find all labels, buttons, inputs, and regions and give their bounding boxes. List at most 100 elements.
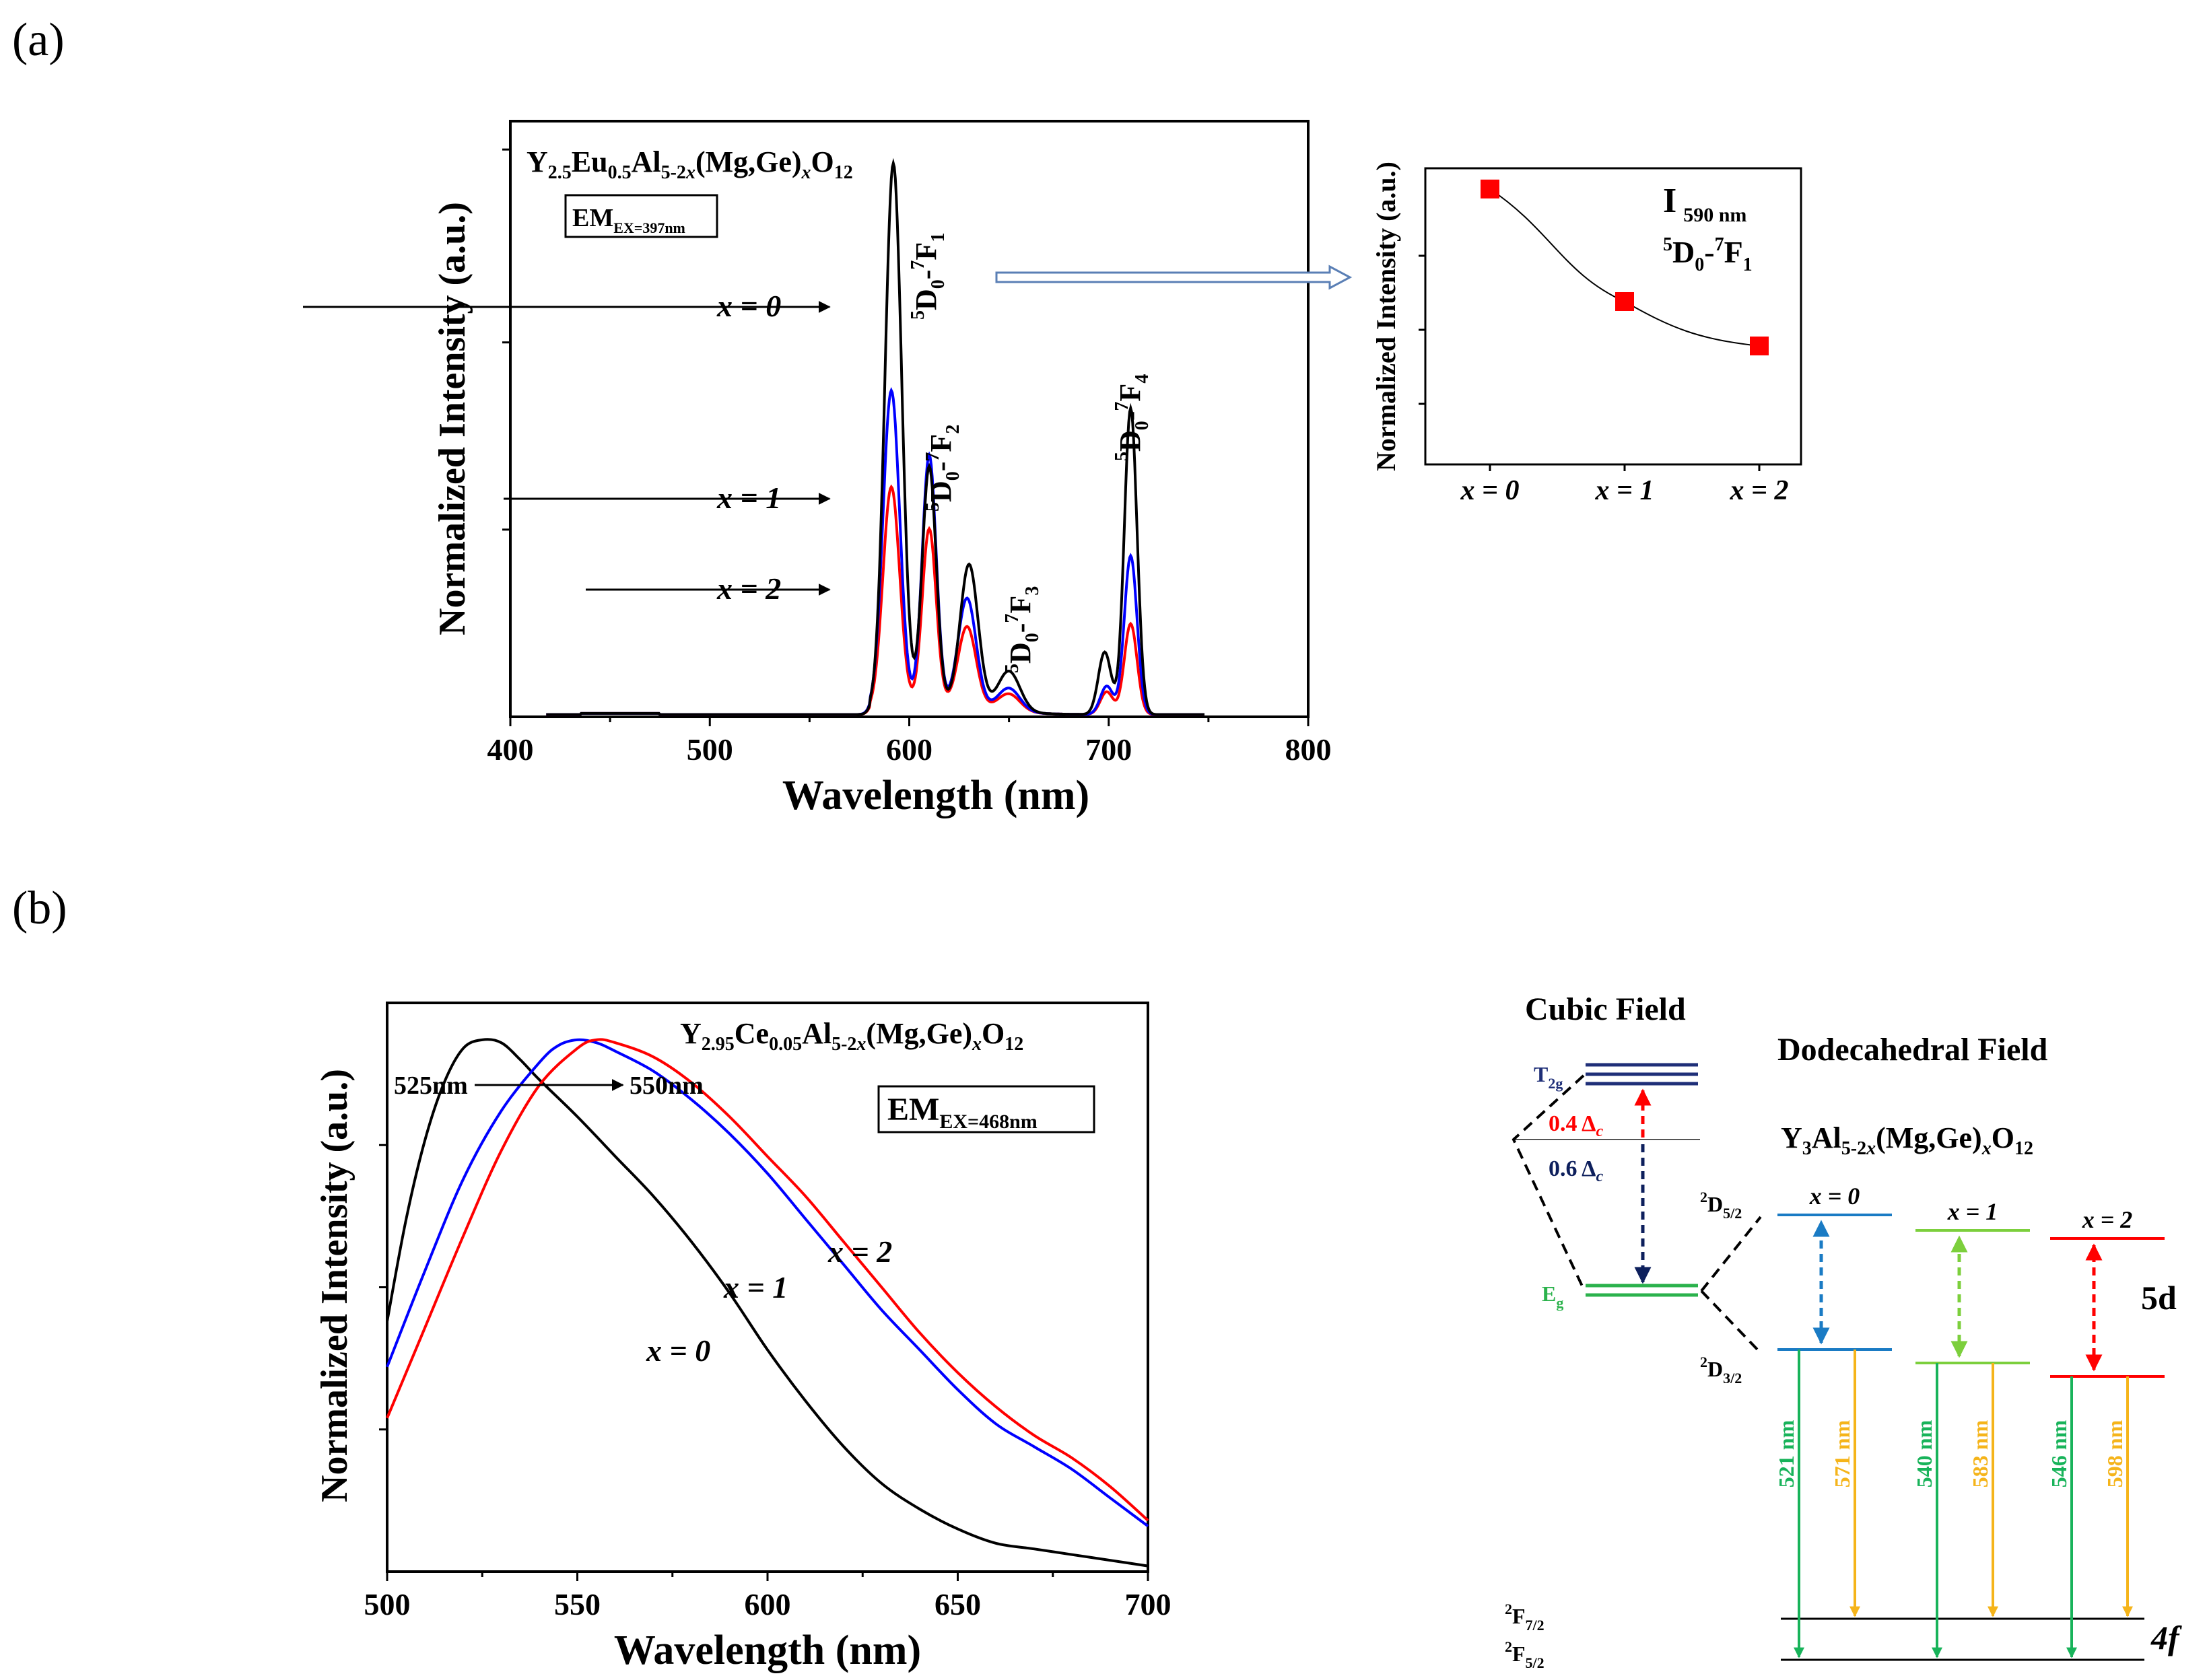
transition-part: 7 bbox=[1002, 614, 1023, 623]
d52-label: 2D5/2 bbox=[1700, 1189, 1742, 1222]
chart-b-xtick-label: 600 bbox=[745, 1587, 791, 1621]
inset-transition: 5D0-7F1 bbox=[1663, 234, 1753, 275]
t2g-label: T2g bbox=[1534, 1062, 1563, 1092]
transition-part: F bbox=[924, 434, 957, 452]
diagram-formula: Y3Al5-2x(Mg,Ge)xO12 bbox=[1781, 1121, 2033, 1159]
transition-part: 5 bbox=[1002, 664, 1023, 673]
formula-part: Y bbox=[1781, 1121, 1802, 1154]
eg-label: Eg bbox=[1542, 1282, 1563, 1311]
inset-pointer-arrow bbox=[995, 265, 1353, 290]
transition-part: 7 bbox=[1112, 402, 1132, 411]
chart-b-label-x1: x = 1 bbox=[723, 1270, 788, 1304]
formula-part: Al bbox=[632, 145, 661, 178]
formula-part: O bbox=[982, 1017, 1005, 1050]
transition-part: 5 bbox=[1663, 234, 1672, 255]
emission-label-orange: 583 nm bbox=[1968, 1420, 1992, 1488]
chart-a-xtick-label: 800 bbox=[1285, 732, 1332, 767]
inset-marker bbox=[1481, 179, 1499, 199]
transition-part: 0 bbox=[1022, 633, 1043, 642]
transition-part: 0 bbox=[1695, 254, 1704, 275]
label-part: T bbox=[1534, 1062, 1548, 1086]
chart-b-formula: Y2.95Ce0.05Al5-2x(Mg,Ge)xO12 bbox=[680, 1017, 1023, 1055]
chart-b-xtick-label: 500 bbox=[364, 1587, 411, 1621]
transition-part: - bbox=[1704, 235, 1714, 269]
transition-part: D bbox=[1114, 430, 1147, 452]
column-label: x = 2 bbox=[2082, 1206, 2133, 1233]
energy-level-diagram: Cubic Field Dodecahedral Field Y3Al5-2x(… bbox=[1505, 991, 2182, 1671]
chart-a-ylabel: Normalized Intensity (a.u.) bbox=[432, 202, 473, 635]
transition-label: 5D0-7F2 bbox=[922, 425, 963, 512]
chart-a-series-x0 bbox=[546, 158, 1204, 716]
transition-part: 1 bbox=[1743, 254, 1753, 275]
chart-a-xtick-label: 400 bbox=[487, 732, 534, 767]
transition-part: F bbox=[910, 242, 943, 260]
inset-label: I 590 nm bbox=[1663, 182, 1746, 226]
chart-a-series-labels: x = 0x = 1x = 2 bbox=[303, 289, 831, 606]
inset-xtick-label: x = 2 bbox=[1730, 475, 1789, 506]
chart-a-axes: 400 500 600 700 800 bbox=[487, 148, 1332, 767]
delta-06-label: 0.6 Δc bbox=[1549, 1156, 1603, 1185]
chart-a-xtick-label: 700 bbox=[1085, 732, 1132, 767]
label-part: c bbox=[1596, 1123, 1603, 1140]
transition-part: 0 bbox=[943, 471, 963, 481]
cubic-split-dashed bbox=[1512, 1074, 1585, 1290]
chart-a-xtick-label: 600 bbox=[886, 732, 932, 767]
chart-b-label-x2: x = 2 bbox=[827, 1234, 892, 1269]
chart-a-inset: Normalized Intensity (a.u.) I 590 nm x = … bbox=[1371, 162, 1802, 506]
formula-part: O bbox=[811, 145, 834, 178]
emission-label-orange: 571 nm bbox=[1830, 1420, 1854, 1488]
transition-part: 7 bbox=[908, 260, 928, 270]
level-5d-label: 5d bbox=[2141, 1279, 2177, 1317]
chart-a-xlabel: Wavelength (nm) bbox=[782, 773, 1089, 818]
transition-label: 5D0-7F1 bbox=[908, 233, 949, 320]
chart-b-xtick-label: 650 bbox=[935, 1587, 981, 1621]
inset-ylabel: Normalized Intensity (a.u.) bbox=[1371, 162, 1401, 471]
transition-part: 5 bbox=[1112, 452, 1132, 461]
label-part: F bbox=[1512, 1642, 1526, 1666]
formula-part: (Mg,Ge) bbox=[695, 145, 802, 178]
label-part: 2 bbox=[1700, 1354, 1707, 1370]
transition-part: D bbox=[924, 481, 957, 502]
transition-part: 7 bbox=[922, 452, 943, 462]
chart-b-series-x2 bbox=[386, 1038, 1149, 1522]
formula-part: Y bbox=[680, 1017, 702, 1050]
formula-part: (Mg,Ge) bbox=[866, 1017, 972, 1050]
inset-xtick-label: x = 1 bbox=[1595, 475, 1654, 506]
label-part: E bbox=[1542, 1282, 1556, 1306]
formula-part: O bbox=[1992, 1121, 2014, 1154]
emission-label-green: 540 nm bbox=[1912, 1420, 1936, 1488]
label-part: D bbox=[1707, 1192, 1723, 1216]
label-part: 2 bbox=[1505, 1601, 1512, 1617]
chart-a-series-x2 bbox=[546, 484, 1204, 716]
transition-part: 7 bbox=[1715, 234, 1724, 255]
formula-part: (Mg,Ge) bbox=[1876, 1121, 1982, 1154]
chart-a-xtick-label: 500 bbox=[687, 732, 733, 767]
inset-marker bbox=[1750, 337, 1769, 355]
formula-part: Eu bbox=[572, 145, 608, 178]
column-label: x = 0 bbox=[1809, 1183, 1860, 1210]
emission-label-orange: 598 nm bbox=[2103, 1420, 2127, 1488]
formula-part: x bbox=[1866, 1138, 1876, 1159]
formula-part: 12 bbox=[2014, 1138, 2033, 1159]
transition-label-text: 5D0-7F2 bbox=[922, 425, 963, 512]
formula-part: Ce bbox=[735, 1017, 769, 1050]
label-part: 5/2 bbox=[1526, 1654, 1544, 1671]
transition-part: F bbox=[1004, 596, 1037, 614]
transition-part: - bbox=[1114, 411, 1147, 421]
inset-marks: x = 0 x = 1 x = 2 5D0-7F1 bbox=[1419, 179, 1789, 506]
d32-label: 2D3/2 bbox=[1700, 1354, 1742, 1387]
transition-part: 5 bbox=[908, 310, 928, 320]
label-part: 3/2 bbox=[1723, 1370, 1742, 1387]
transition-part: - bbox=[924, 462, 957, 472]
peak-annotation-550: 550nm bbox=[630, 1072, 704, 1100]
chart-b-xtick-label: 550 bbox=[554, 1587, 601, 1621]
formula-part: 12 bbox=[1005, 1034, 1023, 1055]
inset-xtick-label: x = 0 bbox=[1460, 475, 1520, 506]
cubic-field-title: Cubic Field bbox=[1525, 991, 1686, 1027]
formula-part: 5-2 bbox=[831, 1034, 856, 1055]
chart-a-em-label: EMEX=397nm bbox=[572, 204, 685, 236]
transition-part: 4 bbox=[1132, 374, 1153, 384]
transition-part: D bbox=[910, 289, 943, 310]
transition-label-text: 5D0-7F3 bbox=[1002, 586, 1043, 673]
